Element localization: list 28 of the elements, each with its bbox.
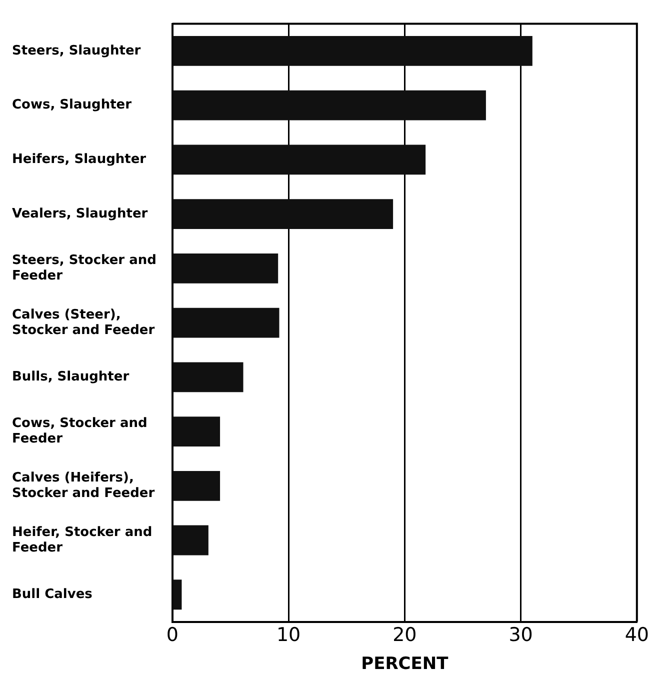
bar <box>173 580 182 610</box>
bar <box>173 253 278 284</box>
bar <box>173 470 220 501</box>
bar <box>173 36 532 66</box>
x-axis-title: PERCENT <box>361 654 449 674</box>
bar <box>173 525 208 556</box>
x-tick-label: 40 <box>624 624 650 646</box>
bar <box>173 199 394 230</box>
y-tick-label: Bulls, Slaughter <box>12 370 130 385</box>
bar <box>173 144 426 175</box>
y-tick-label: Vealers, Slaughter <box>12 206 148 222</box>
x-tick-label: 20 <box>392 624 417 646</box>
y-tick-label: Calves (Heifers), Stocker and Feeder <box>12 470 156 502</box>
bar <box>173 416 220 446</box>
bar <box>173 362 244 392</box>
y-tick-label: Calves (Steer), Stocker and Feeder <box>12 307 156 338</box>
y-tick-label: Cows, Stocker and Feeder <box>12 416 148 447</box>
x-tick-label: 0 <box>166 624 178 646</box>
y-tick-label: Steers, Stocker and Feeder <box>12 253 156 284</box>
y-tick-label: Steers, Slaughter <box>12 43 142 58</box>
x-tick-label: 10 <box>276 624 301 646</box>
y-tick-label: Bull Calves <box>12 586 93 602</box>
y-tick-label: Heifers, Slaughter <box>12 152 147 168</box>
x-tick-label: 30 <box>508 624 533 646</box>
bar <box>173 308 280 338</box>
y-tick-label: Cows, Slaughter <box>12 98 132 113</box>
bar <box>173 90 486 120</box>
y-tick-label: Heifer, Stocker and Feeder <box>12 524 152 556</box>
